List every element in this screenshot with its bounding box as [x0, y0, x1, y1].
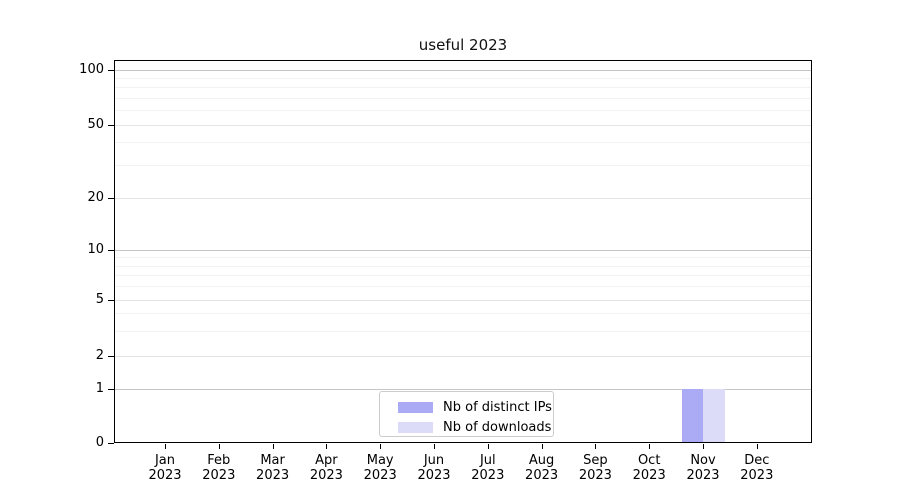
x-tick-month: Nov [690, 453, 716, 468]
x-tick-year: 2023 [740, 468, 774, 483]
x-tick-year: 2023 [256, 468, 290, 483]
x-tick-year: 2023 [471, 468, 505, 483]
y-tick-mark [108, 299, 114, 301]
y-gridline-minor [115, 142, 811, 144]
y-tick-mark [108, 124, 114, 126]
x-tick-month: Mar [260, 453, 285, 468]
x-tick-mark [165, 444, 166, 449]
legend-swatch-distinct-ips [398, 401, 433, 413]
x-tick-label: Jul 2023 [460, 453, 516, 483]
x-tick-label: Feb 2023 [191, 453, 247, 483]
x-tick-label: May 2023 [352, 453, 408, 483]
y-gridline-minor [115, 275, 811, 277]
x-tick-mark [434, 444, 435, 449]
legend-label-downloads: Nb of downloads [443, 419, 552, 435]
y-gridline-minor [115, 77, 811, 79]
x-tick-month: Apr [315, 453, 338, 468]
x-tick-mark [380, 444, 382, 449]
y-tick-mark [108, 69, 114, 71]
x-tick-label: Mar 2023 [245, 453, 301, 483]
legend-item-downloads: Nb of downloads [398, 417, 553, 437]
y-gridline-minor [115, 286, 811, 288]
x-tick-year: 2023 [632, 468, 666, 483]
x-tick-label: Nov 2023 [675, 453, 731, 483]
x-tick-label: Dec 2023 [729, 453, 785, 483]
y-gridline [115, 124, 811, 126]
y-tick-label: 10 [87, 242, 104, 257]
x-tick-year: 2023 [148, 468, 182, 483]
x-tick-label: Aug 2023 [514, 453, 570, 483]
y-gridline-minor [115, 330, 811, 332]
y-gridline-minor [115, 265, 811, 267]
x-tick-month: Feb [207, 453, 231, 468]
plot-area [114, 60, 812, 443]
x-tick-mark [649, 444, 651, 449]
x-tick-month: Jun [423, 453, 445, 468]
y-gridline-major [115, 388, 811, 390]
x-tick-year: 2023 [525, 468, 559, 483]
x-tick-month: Jan [154, 453, 176, 468]
y-tick-label: 5 [95, 292, 104, 307]
y-tick-label: 100 [79, 62, 104, 77]
y-gridline [115, 299, 811, 301]
legend-label-distinct-ips: Nb of distinct IPs [443, 399, 552, 415]
x-tick-mark [218, 444, 220, 449]
x-tick-label: Jun 2023 [406, 453, 462, 483]
y-tick-label: 0 [95, 435, 104, 450]
x-tick-mark [703, 444, 704, 449]
x-tick-label: Oct 2023 [621, 453, 677, 483]
y-tick-mark [108, 388, 114, 390]
y-gridline-minor [115, 257, 811, 259]
x-tick-month: Oct [637, 453, 661, 468]
y-gridline-minor [115, 313, 811, 315]
x-tick-mark [487, 444, 489, 449]
x-tick-year: 2023 [309, 468, 343, 483]
y-tick-mark [108, 355, 114, 357]
y-tick-mark [108, 442, 114, 444]
legend-item-distinct-ips: Nb of distinct IPs [398, 397, 553, 417]
legend-swatch-downloads [398, 421, 433, 433]
y-tick-mark [108, 197, 114, 199]
x-tick-month: May [366, 453, 394, 468]
y-tick-label: 50 [87, 117, 104, 132]
y-gridline [115, 197, 811, 199]
x-tick-label: Jan 2023 [137, 453, 193, 483]
y-gridline-minor [115, 110, 811, 112]
x-tick-month: Jul [479, 453, 496, 468]
y-gridline [115, 355, 811, 357]
x-tick-label: Sep 2023 [567, 453, 623, 483]
y-tick-mark [108, 249, 114, 251]
x-tick-year: 2023 [363, 468, 397, 483]
x-tick-year: 2023 [417, 468, 451, 483]
bar-downloads [703, 389, 725, 442]
y-tick-label: 1 [95, 381, 104, 396]
y-gridline-minor [115, 165, 811, 167]
x-tick-month: Dec [744, 453, 770, 468]
x-tick-mark [756, 444, 758, 449]
y-gridline-minor [115, 97, 811, 99]
x-tick-label: Apr 2023 [298, 453, 354, 483]
y-tick-label: 2 [95, 348, 104, 363]
x-tick-year: 2023 [202, 468, 236, 483]
y-tick-label: 20 [87, 190, 104, 205]
x-tick-month: Aug [528, 453, 555, 468]
x-tick-month: Sep [583, 453, 608, 468]
y-gridline-major [115, 249, 811, 251]
x-tick-mark [272, 444, 274, 449]
x-tick-year: 2023 [686, 468, 720, 483]
x-tick-mark [595, 444, 597, 449]
bar-distinct-ips [681, 389, 703, 442]
y-gridline-minor [115, 87, 811, 89]
x-tick-year: 2023 [578, 468, 612, 483]
chart-title: useful 2023 [418, 36, 508, 54]
legend: Nb of distinct IPs Nb of downloads [379, 391, 554, 437]
x-tick-mark [541, 444, 543, 449]
y-gridline-major [115, 69, 811, 71]
x-tick-mark [326, 444, 328, 449]
